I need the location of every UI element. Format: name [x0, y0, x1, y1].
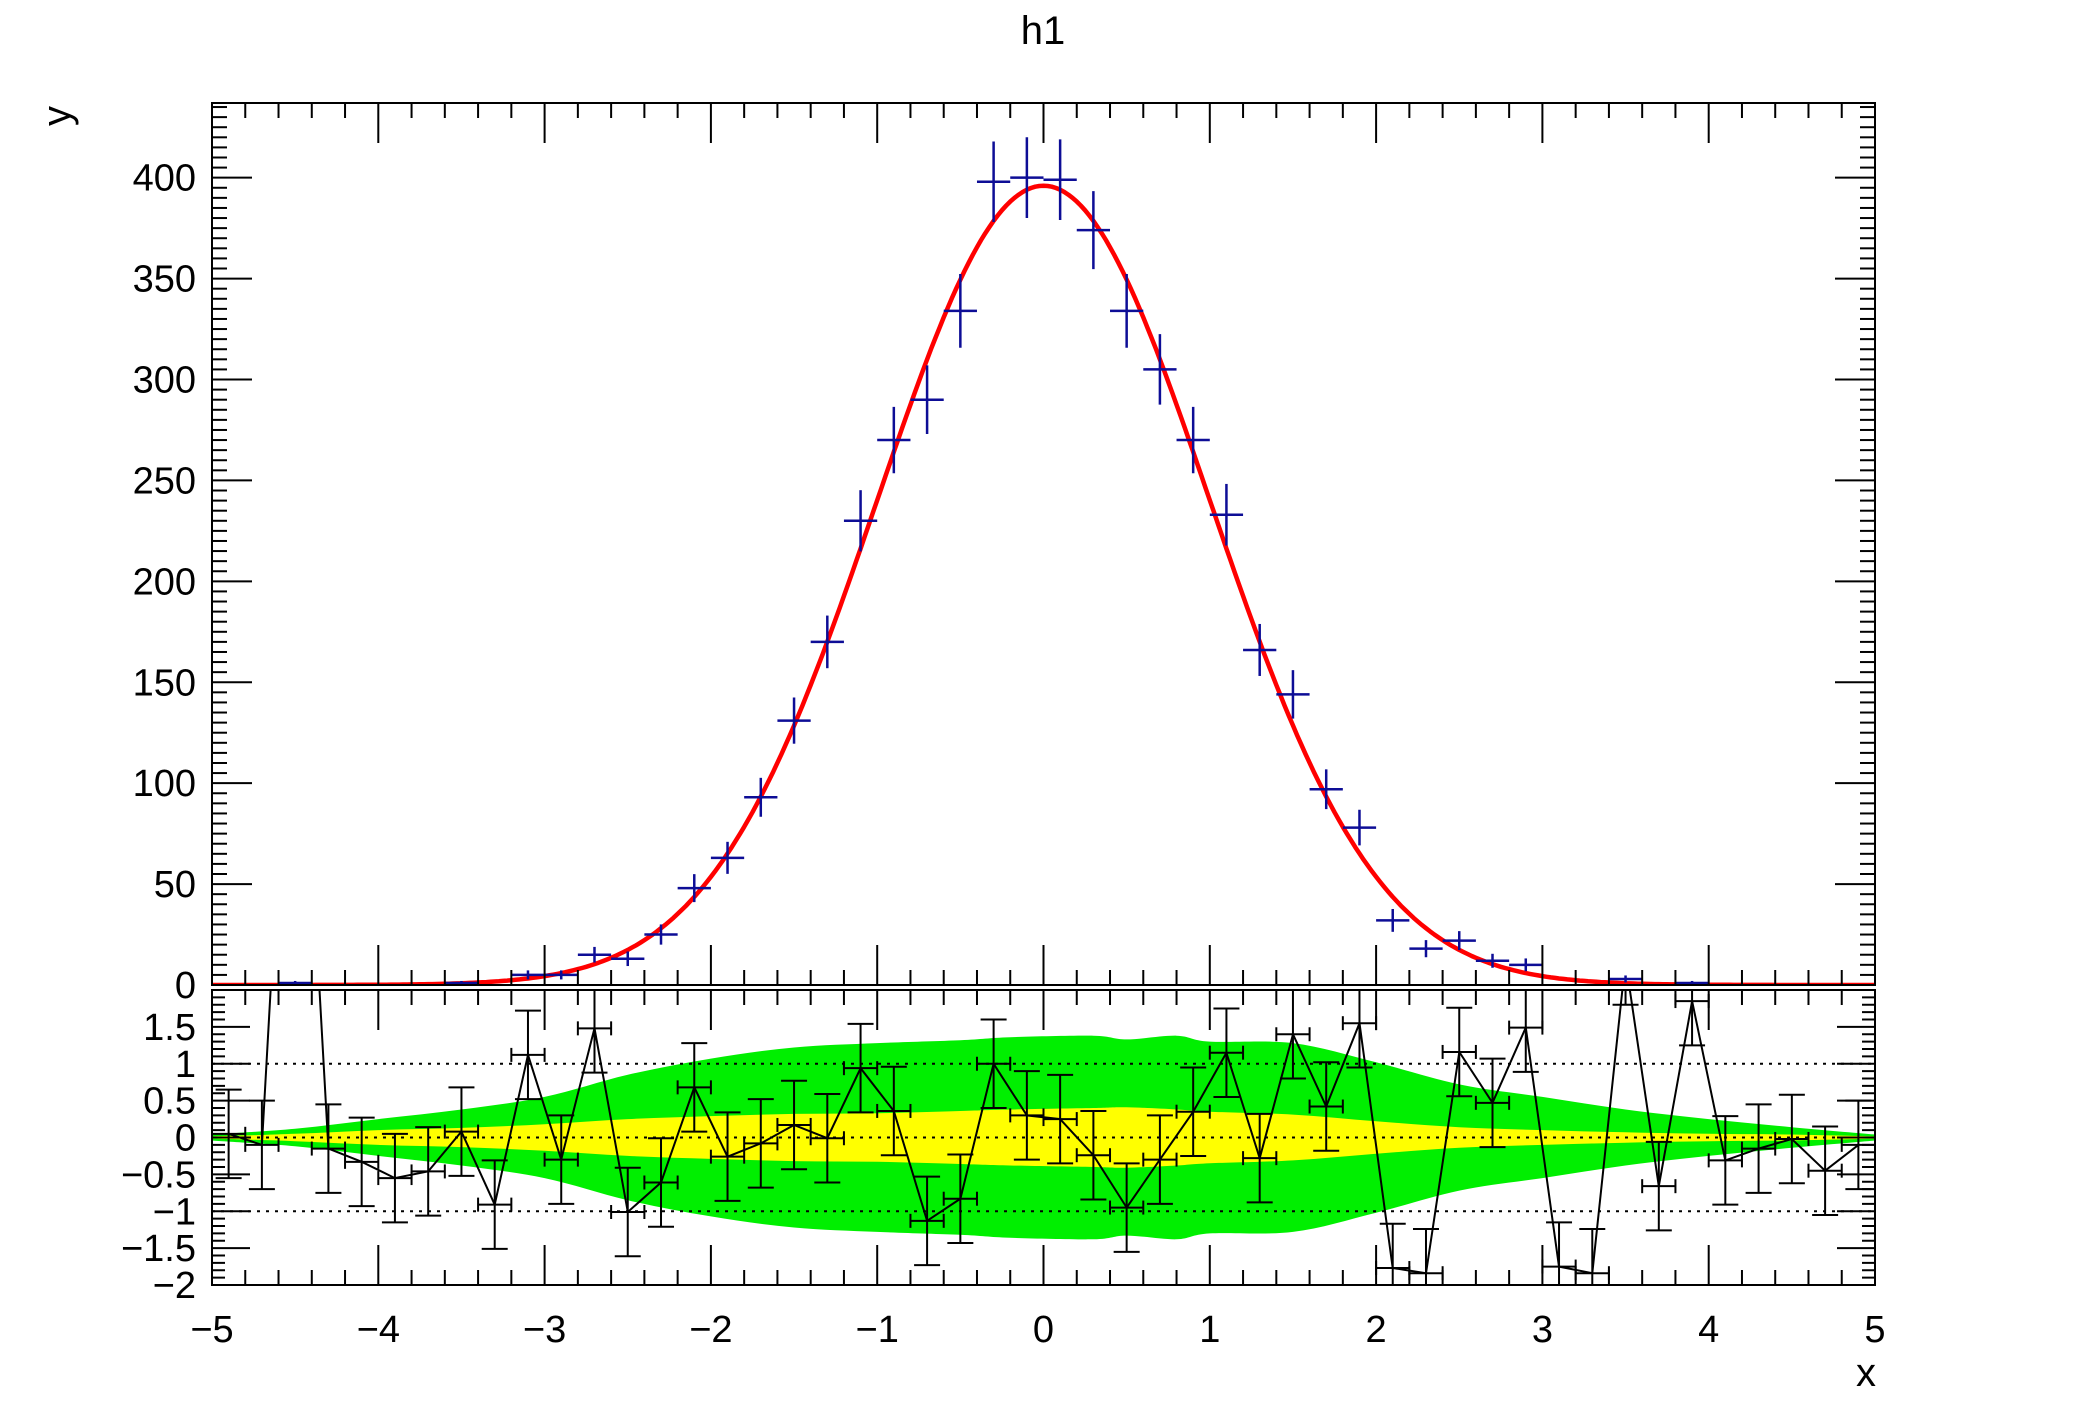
svg-text:200: 200	[133, 561, 196, 603]
svg-text:0.5: 0.5	[143, 1081, 196, 1123]
svg-text:150: 150	[133, 662, 196, 704]
svg-text:0: 0	[1033, 1309, 1054, 1351]
svg-text:−1: −1	[856, 1309, 899, 1351]
svg-text:0: 0	[175, 965, 196, 1007]
axis-tick-labels: −5 −4 −3 −2 −1 0 1 2 3 4 5050100150200250300350400…	[121, 158, 1886, 1351]
svg-text:5: 5	[1864, 1309, 1885, 1351]
svg-text:−5: −5	[190, 1309, 233, 1351]
svg-text:−4: −4	[357, 1309, 400, 1351]
svg-text:−1.5: −1.5	[121, 1228, 196, 1270]
svg-text:4: 4	[1698, 1309, 1719, 1351]
chart-title: h1	[1021, 9, 1066, 53]
svg-text:400: 400	[133, 158, 196, 200]
svg-text:0: 0	[175, 1118, 196, 1160]
svg-text:−0.5: −0.5	[121, 1154, 196, 1196]
svg-text:250: 250	[133, 460, 196, 502]
svg-text:−3: −3	[523, 1309, 566, 1351]
svg-text:100: 100	[133, 763, 196, 805]
svg-text:350: 350	[133, 259, 196, 301]
y-axis-title: y	[35, 106, 79, 126]
x-axis-title: x	[1856, 1351, 1876, 1395]
svg-text:3: 3	[1532, 1309, 1553, 1351]
svg-text:1: 1	[175, 1044, 196, 1086]
svg-text:−2: −2	[153, 1265, 196, 1307]
fit-curve	[213, 183, 1874, 984]
svg-text:−1: −1	[153, 1191, 196, 1233]
axis-ticks	[211, 103, 1876, 1286]
svg-text:1.5: 1.5	[143, 1007, 196, 1049]
svg-text:50: 50	[154, 864, 196, 906]
histogram-data-points	[278, 137, 1709, 984]
svg-text:1: 1	[1199, 1309, 1220, 1351]
svg-text:2: 2	[1366, 1309, 1387, 1351]
svg-text:−2: −2	[689, 1309, 732, 1351]
svg-text:300: 300	[133, 360, 196, 402]
